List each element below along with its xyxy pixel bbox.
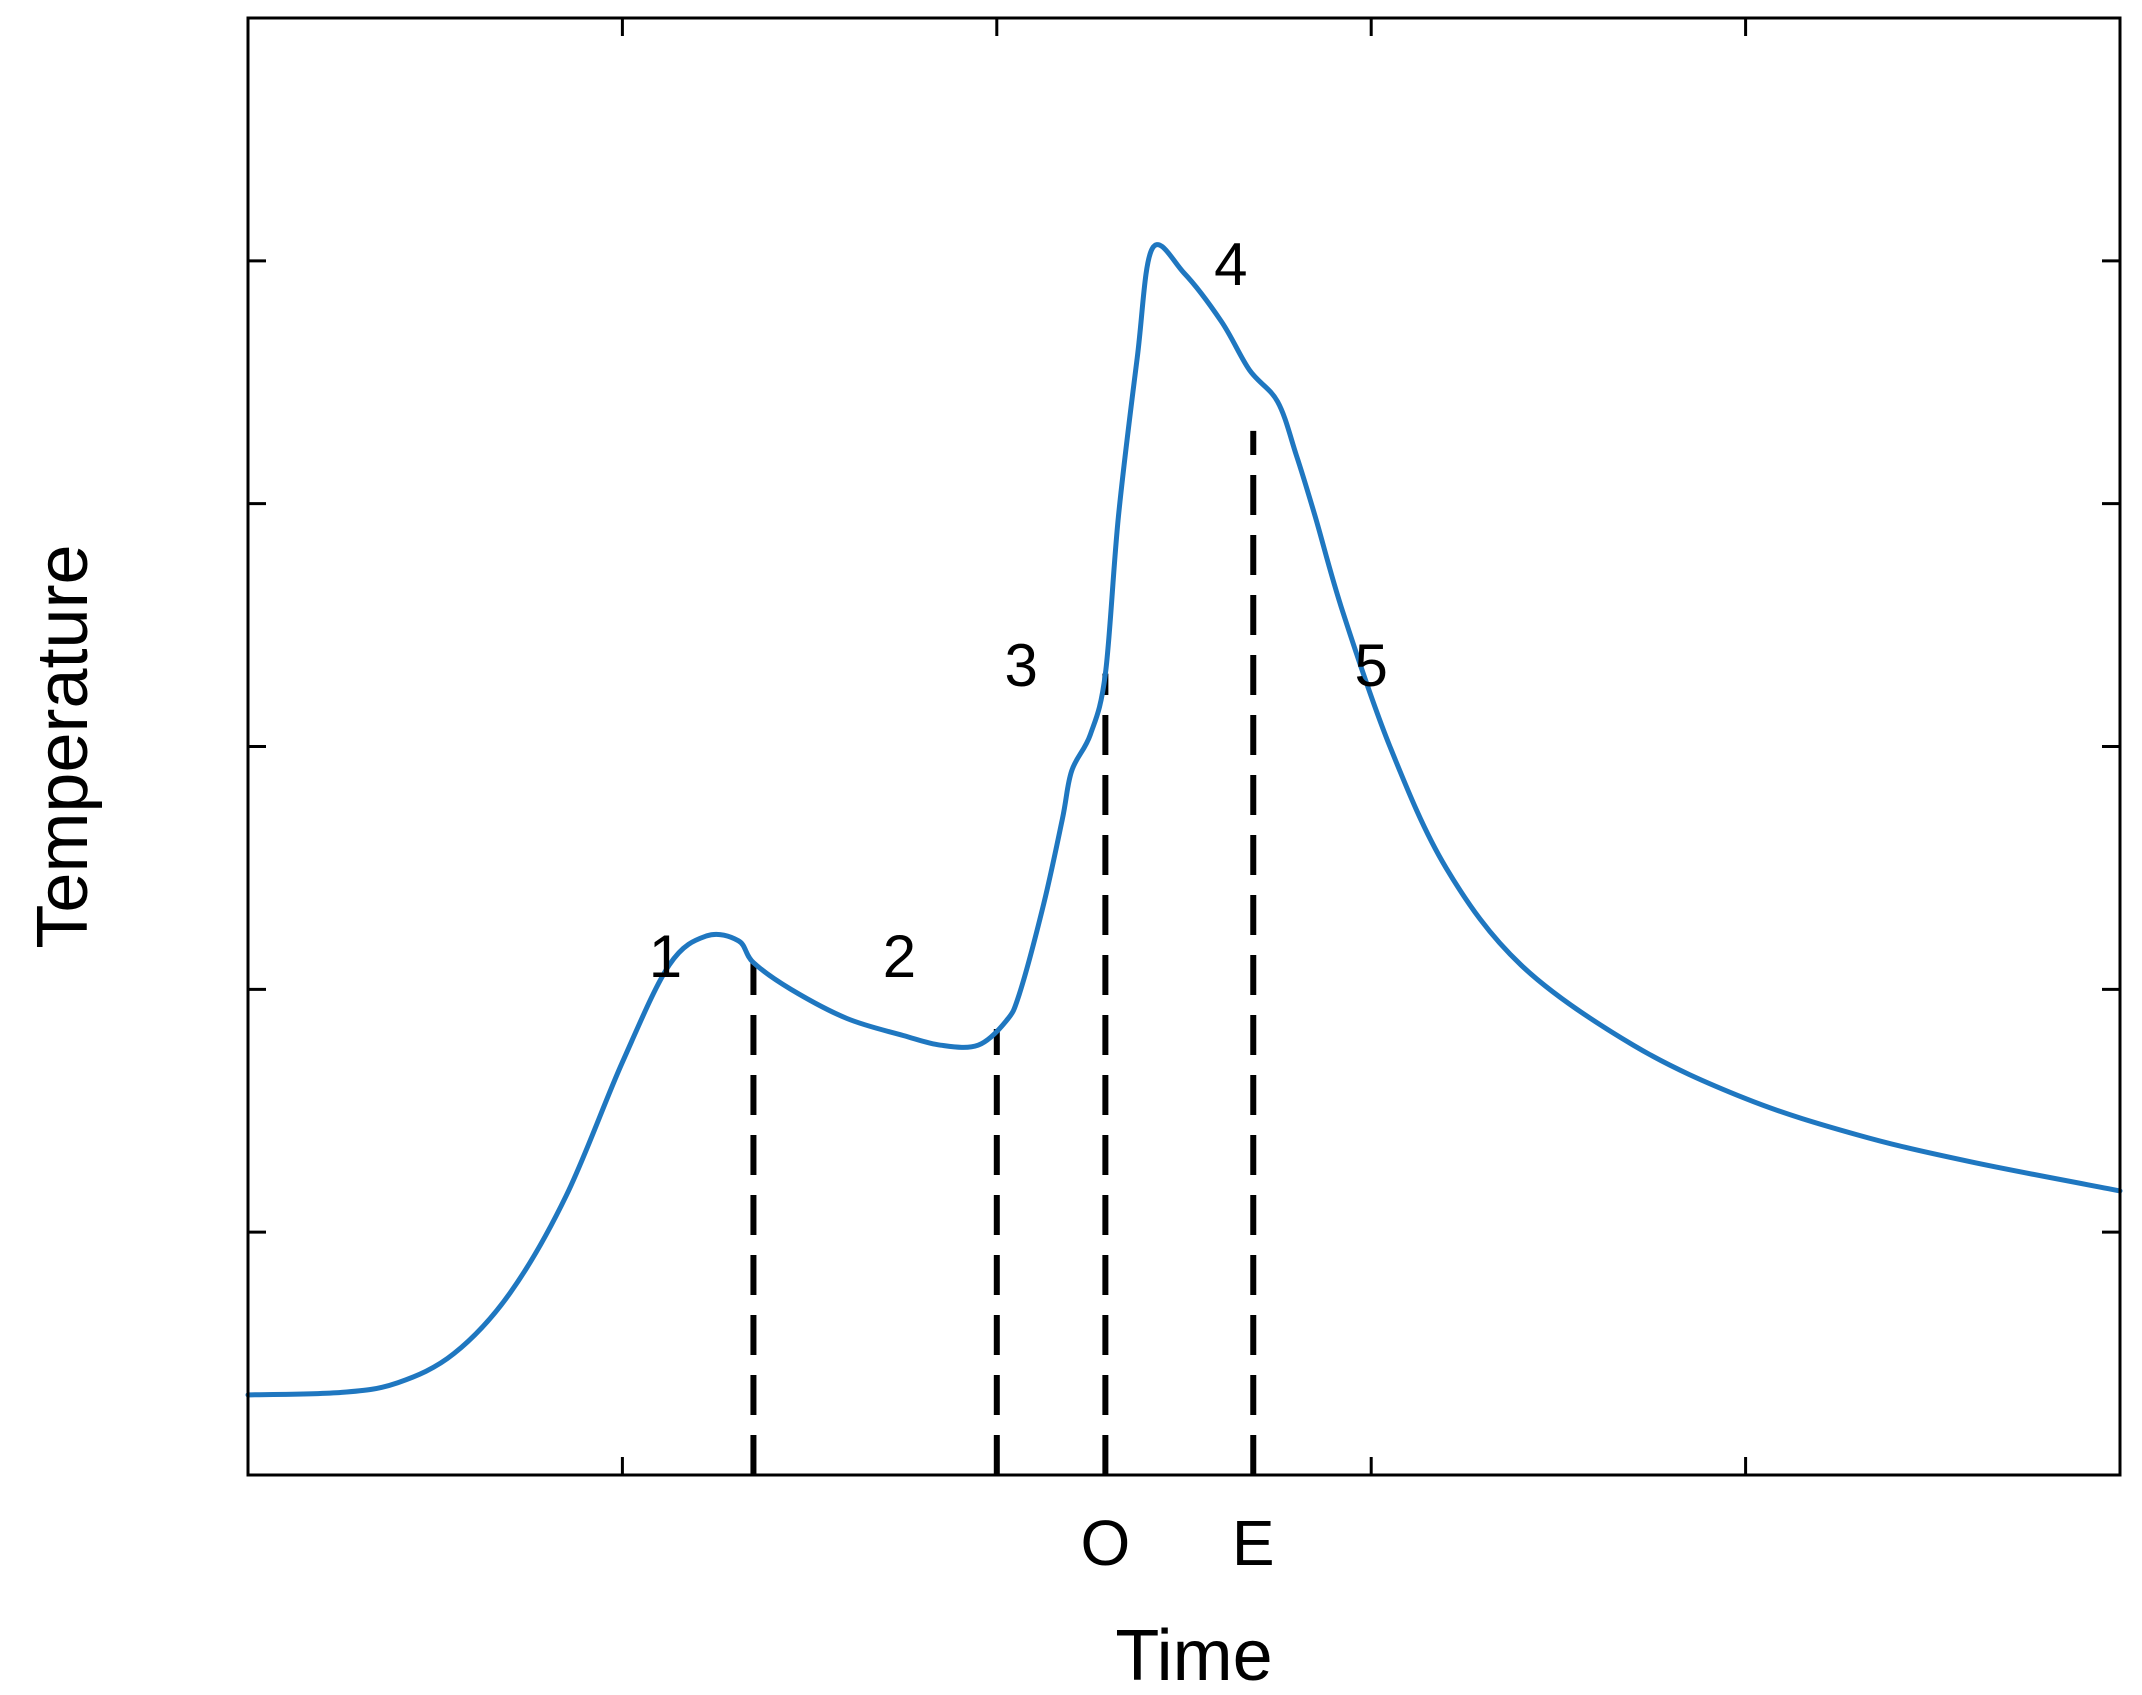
- phase-label-3: 3: [1004, 632, 1037, 699]
- tick-marks: [248, 18, 2120, 1475]
- y-axis-label: Temperature: [23, 544, 103, 948]
- plot-frame: [246, 16, 2122, 1477]
- phase-labels: 1 2 3 4 5: [649, 231, 1388, 990]
- phase-label-2: 2: [883, 923, 916, 990]
- marker-label-e: E: [1232, 1507, 1275, 1579]
- phase-label-5: 5: [1355, 632, 1388, 699]
- phase-label-1: 1: [649, 923, 682, 990]
- x-axis-label: Time: [1115, 1616, 1272, 1695]
- phase-label-4: 4: [1214, 231, 1247, 298]
- temperature-series-line: [245, 242, 2123, 1398]
- marker-label-o: O: [1080, 1507, 1130, 1579]
- vertical-markers: [750, 430, 1257, 1475]
